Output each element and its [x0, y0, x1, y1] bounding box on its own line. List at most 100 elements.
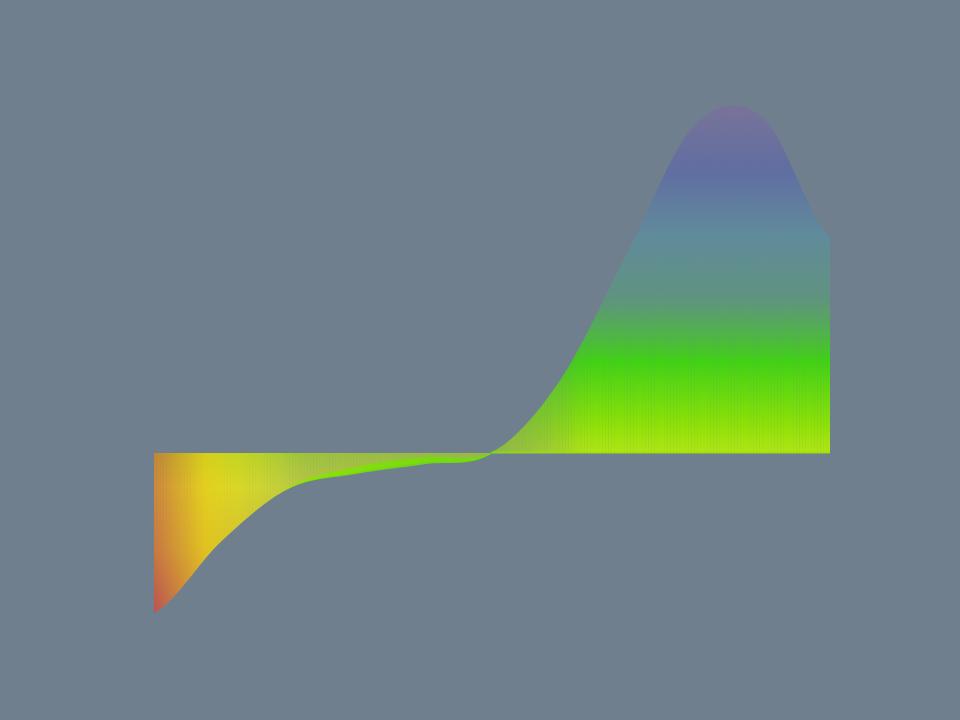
surface-sliver: [602, 295, 606, 453]
crest-band: [369, 464, 371, 472]
crest-band: [420, 457, 423, 465]
surface-sliver: [799, 183, 803, 453]
surface-sliver: [608, 283, 612, 453]
crest-band: [475, 456, 477, 461]
surface-sliver: [719, 106, 723, 453]
crest-band: [502, 444, 505, 446]
crest-band: [323, 473, 325, 479]
crest-band: [485, 454, 487, 457]
surface-sliver: [550, 389, 554, 453]
crest-band: [459, 458, 461, 463]
surface-sliver: [326, 453, 330, 477]
surface-sliver: [332, 453, 336, 476]
surface-sliver: [823, 230, 827, 453]
crest-band: [393, 460, 395, 469]
crest-band: [468, 457, 470, 462]
surface-sliver: [654, 188, 658, 454]
crest-band: [413, 458, 416, 466]
crest-band: [358, 466, 361, 474]
surface-sliver: [737, 105, 741, 453]
surface-sliver: [541, 402, 545, 453]
crest-band: [357, 466, 359, 474]
crest-band: [370, 463, 372, 472]
crest-band: [410, 458, 413, 467]
crest-band: [356, 466, 358, 474]
ribbon-surface: [154, 105, 830, 613]
crest-band: [455, 457, 457, 463]
crest-band: [436, 456, 439, 464]
surface-sliver: [685, 132, 689, 453]
crest-band: [450, 457, 453, 463]
surface-sliver: [728, 105, 732, 453]
surface-sliver: [753, 110, 757, 454]
surface-sliver: [630, 240, 634, 453]
crest-band: [466, 457, 469, 463]
surface-sliver: [562, 371, 566, 453]
surface-sliver: [341, 453, 345, 475]
surface-sliver: [639, 221, 643, 453]
surface-sliver: [553, 385, 557, 453]
crest-band: [403, 459, 405, 468]
crest-band: [377, 462, 380, 471]
surface-sliver: [777, 137, 781, 453]
crest-band: [483, 454, 486, 458]
crest-band: [311, 476, 314, 481]
crest-band: [392, 460, 394, 469]
crest-band: [397, 459, 400, 468]
crest-band: [472, 457, 474, 462]
crest-band: [443, 457, 446, 464]
crest-band: [317, 475, 319, 480]
surface-sliver: [679, 140, 683, 453]
crest-band: [492, 450, 495, 453]
surface-sliver: [713, 109, 717, 453]
surface-sliver: [535, 410, 539, 453]
crest-band: [446, 457, 449, 464]
crest-band: [343, 469, 345, 476]
crest-band: [419, 457, 421, 465]
surface-sliver: [636, 228, 640, 453]
surface-sliver: [304, 453, 308, 482]
surface-sliver: [498, 446, 502, 453]
crest-band: [458, 458, 460, 463]
surface-sliver: [614, 270, 618, 453]
surface-sliver: [817, 220, 821, 453]
surface-sliver: [783, 149, 787, 453]
surface-sliver: [338, 453, 342, 476]
surface-sliver: [759, 114, 763, 453]
crest-band: [360, 465, 362, 474]
surface-sliver: [587, 326, 591, 453]
surface-sliver: [504, 441, 508, 453]
surface-sliver: [307, 453, 311, 482]
crest-band: [486, 453, 489, 457]
surface-sliver: [814, 215, 818, 453]
surface-sliver: [786, 156, 791, 453]
crest-band: [304, 479, 306, 483]
surface-sliver: [722, 106, 726, 454]
crest-band: [315, 475, 318, 480]
surface-sliver: [590, 320, 594, 453]
crest-band: [430, 456, 433, 464]
surface-sliver: [538, 406, 542, 453]
crest-band: [439, 456, 441, 464]
crest-band: [407, 458, 410, 467]
surface-sliver: [329, 453, 333, 477]
crest-band: [383, 461, 385, 470]
crest-band: [438, 456, 440, 464]
crest-band: [361, 465, 364, 473]
surface-sliver: [581, 338, 585, 453]
crest-band: [449, 457, 451, 463]
crest-band: [456, 457, 459, 463]
surface-sliver: [522, 424, 526, 453]
crest-band: [324, 473, 326, 479]
surface-sliver: [734, 105, 738, 454]
crest-band: [494, 449, 496, 453]
crest-band: [452, 457, 454, 463]
surface-sliver: [697, 119, 701, 453]
surface-sliver: [568, 361, 572, 453]
surface-sliver: [584, 332, 588, 453]
crest-band: [423, 457, 426, 465]
crest-band: [374, 463, 377, 471]
crest-band: [364, 464, 367, 473]
